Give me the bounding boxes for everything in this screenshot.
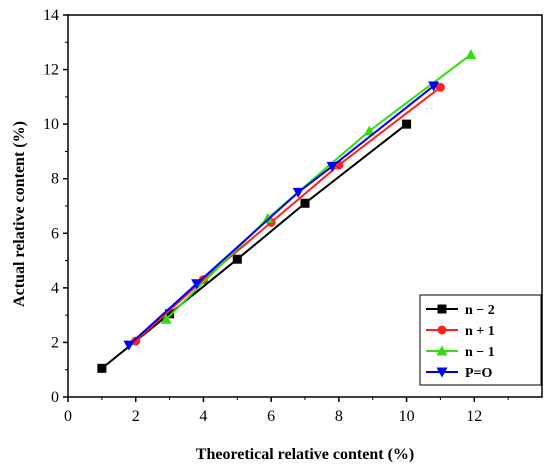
data-point <box>300 198 310 208</box>
series-line <box>101 123 408 370</box>
y-tick-label: 14 <box>43 7 59 24</box>
data-point <box>131 336 141 346</box>
x-tick-label: 8 <box>335 408 343 425</box>
data-point <box>428 81 440 92</box>
legend-label: n + 1 <box>465 324 495 339</box>
data-point <box>232 254 242 264</box>
x-axis-title: Theoretical relative content (%) <box>196 446 414 463</box>
data-point <box>402 119 412 129</box>
x-tick-label: 0 <box>64 408 72 425</box>
data-point <box>198 275 208 285</box>
data-point <box>435 82 445 92</box>
data-point <box>97 363 107 373</box>
y-tick-label: 0 <box>51 389 59 406</box>
legend: n − 2 n + 1 n − 1 P=O <box>419 294 542 386</box>
data-point <box>292 187 304 198</box>
y-tick-label: 4 <box>51 280 59 297</box>
legend-label: n − 2 <box>465 303 495 318</box>
x-tick-label: 12 <box>466 408 482 425</box>
y-tick-label: 10 <box>43 116 59 133</box>
legend-label: n − 1 <box>465 345 495 360</box>
data-point <box>160 313 172 324</box>
x-tick-label: 10 <box>399 408 415 425</box>
y-tick-label: 12 <box>43 62 59 79</box>
legend-marker <box>436 345 448 356</box>
legend-entry: P=O <box>426 366 493 381</box>
data-point <box>165 309 175 319</box>
series-2 <box>160 49 477 324</box>
data-point <box>326 161 338 172</box>
x-tick-label: 6 <box>267 408 275 425</box>
legend-entry: n − 1 <box>426 345 495 360</box>
data-point <box>465 49 477 60</box>
y-tick-label: 8 <box>51 171 59 188</box>
data-point <box>123 340 135 351</box>
y-tick-label: 6 <box>51 225 59 242</box>
y-tick-label: 2 <box>51 334 59 351</box>
series-line <box>165 53 472 320</box>
legend-marker <box>436 367 448 378</box>
y-axis-title: Actual relative content (%) <box>11 121 28 307</box>
legend-marker <box>437 325 447 335</box>
legend-label: P=O <box>465 366 493 381</box>
data-point <box>191 279 203 290</box>
legend-marker <box>437 304 447 314</box>
legend-entry: n + 1 <box>426 324 495 339</box>
series-layer <box>97 49 477 373</box>
legend-entry: n − 2 <box>426 303 495 318</box>
data-point <box>262 212 274 223</box>
series-0 <box>97 119 412 373</box>
x-tick-label: 4 <box>199 408 207 425</box>
x-tick-label: 2 <box>132 408 140 425</box>
axes: 0 2 4 6 8 10 12 0 2 4 6 8 10 12 14 <box>43 7 543 425</box>
data-point <box>363 125 375 136</box>
series-3 <box>123 81 440 351</box>
